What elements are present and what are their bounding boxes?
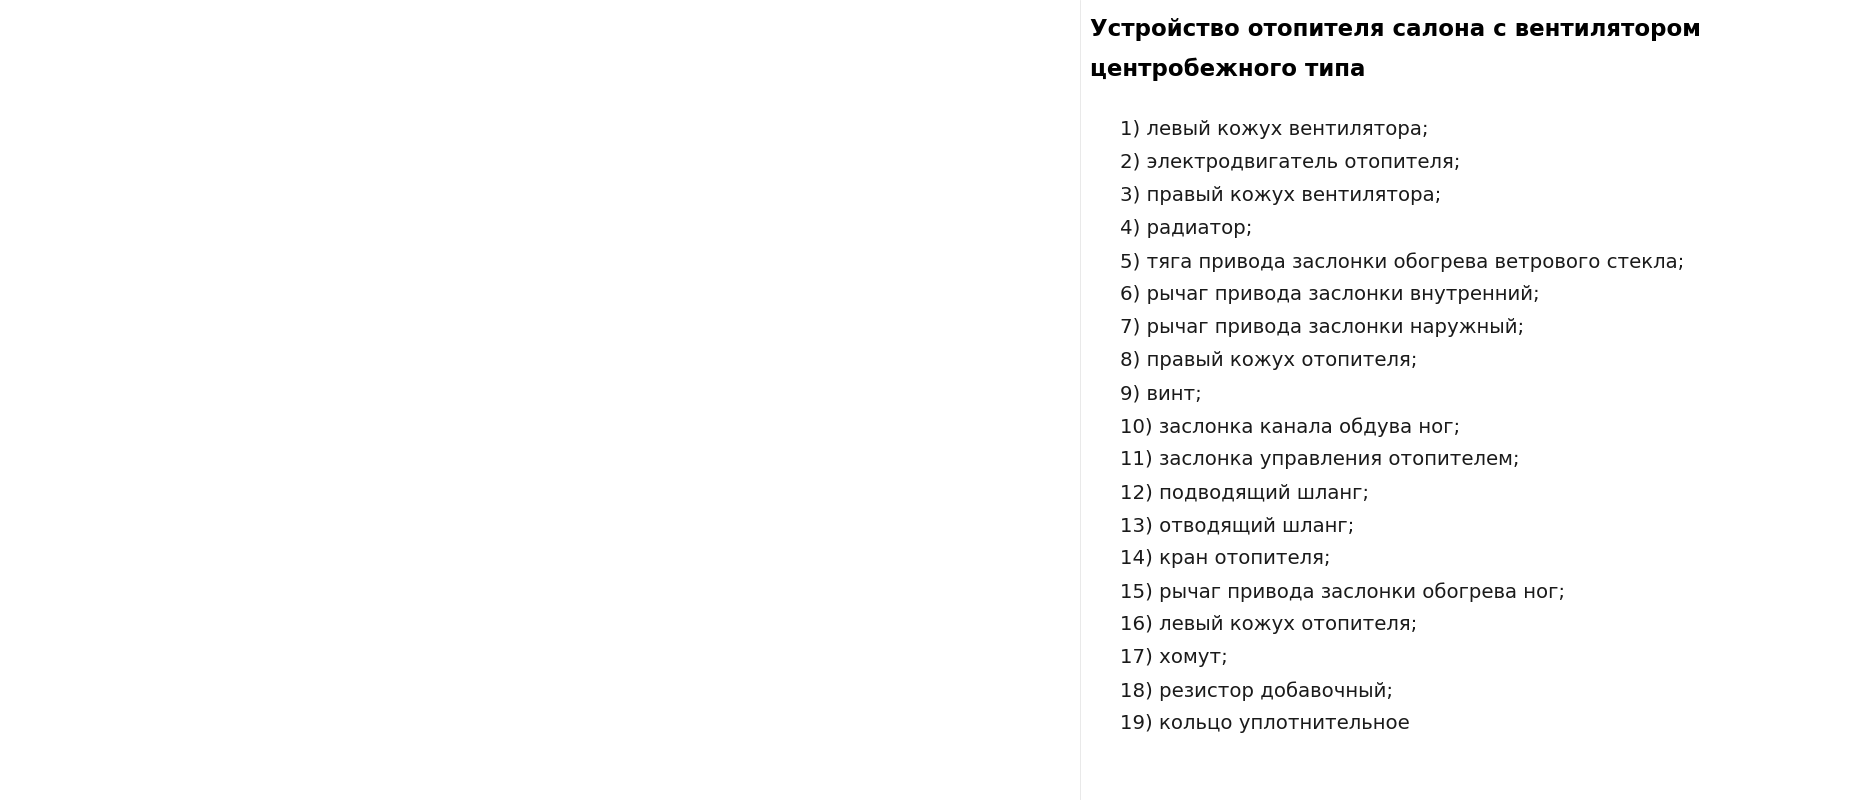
Text: 8) правый кожух отопителя;: 8) правый кожух отопителя;: [1119, 351, 1417, 370]
Text: 5) тяга привода заслонки обогрева ветрового стекла;: 5) тяга привода заслонки обогрева ветров…: [1119, 252, 1684, 272]
Text: 14) кран отопителя;: 14) кран отопителя;: [1119, 549, 1330, 568]
Text: 4) радиатор;: 4) радиатор;: [1119, 219, 1252, 238]
Text: 13) отводящий шланг;: 13) отводящий шланг;: [1119, 516, 1354, 535]
Text: 15) рычаг привода заслонки обогрева ног;: 15) рычаг привода заслонки обогрева ног;: [1119, 582, 1565, 602]
Text: 7) рычаг привода заслонки наружный;: 7) рычаг привода заслонки наружный;: [1119, 318, 1524, 337]
Text: 1) левый кожух вентилятора;: 1) левый кожух вентилятора;: [1119, 120, 1428, 139]
Text: Устройство отопителя салона с вентилятором: Устройство отопителя салона с вентилятор…: [1090, 18, 1700, 41]
Text: центробежного типа: центробежного типа: [1090, 58, 1365, 82]
Text: 9) винт;: 9) винт;: [1119, 384, 1202, 403]
Text: 12) подводящий шланг;: 12) подводящий шланг;: [1119, 483, 1369, 502]
Text: 2) электродвигатель отопителя;: 2) электродвигатель отопителя;: [1119, 153, 1460, 172]
Text: 10) заслонка канала обдува ног;: 10) заслонка канала обдува ног;: [1119, 417, 1460, 437]
Text: 16) левый кожух отопителя;: 16) левый кожух отопителя;: [1119, 615, 1417, 634]
Text: 17) хомут;: 17) хомут;: [1119, 648, 1228, 667]
Text: 11) заслонка управления отопителем;: 11) заслонка управления отопителем;: [1119, 450, 1519, 469]
Text: 19) кольцо уплотнительное: 19) кольцо уплотнительное: [1119, 714, 1410, 733]
Text: 6) рычаг привода заслонки внутренний;: 6) рычаг привода заслонки внутренний;: [1119, 285, 1539, 304]
Text: 18) резистор добавочный;: 18) резистор добавочный;: [1119, 681, 1393, 701]
Text: 3) правый кожух вентилятора;: 3) правый кожух вентилятора;: [1119, 186, 1441, 205]
